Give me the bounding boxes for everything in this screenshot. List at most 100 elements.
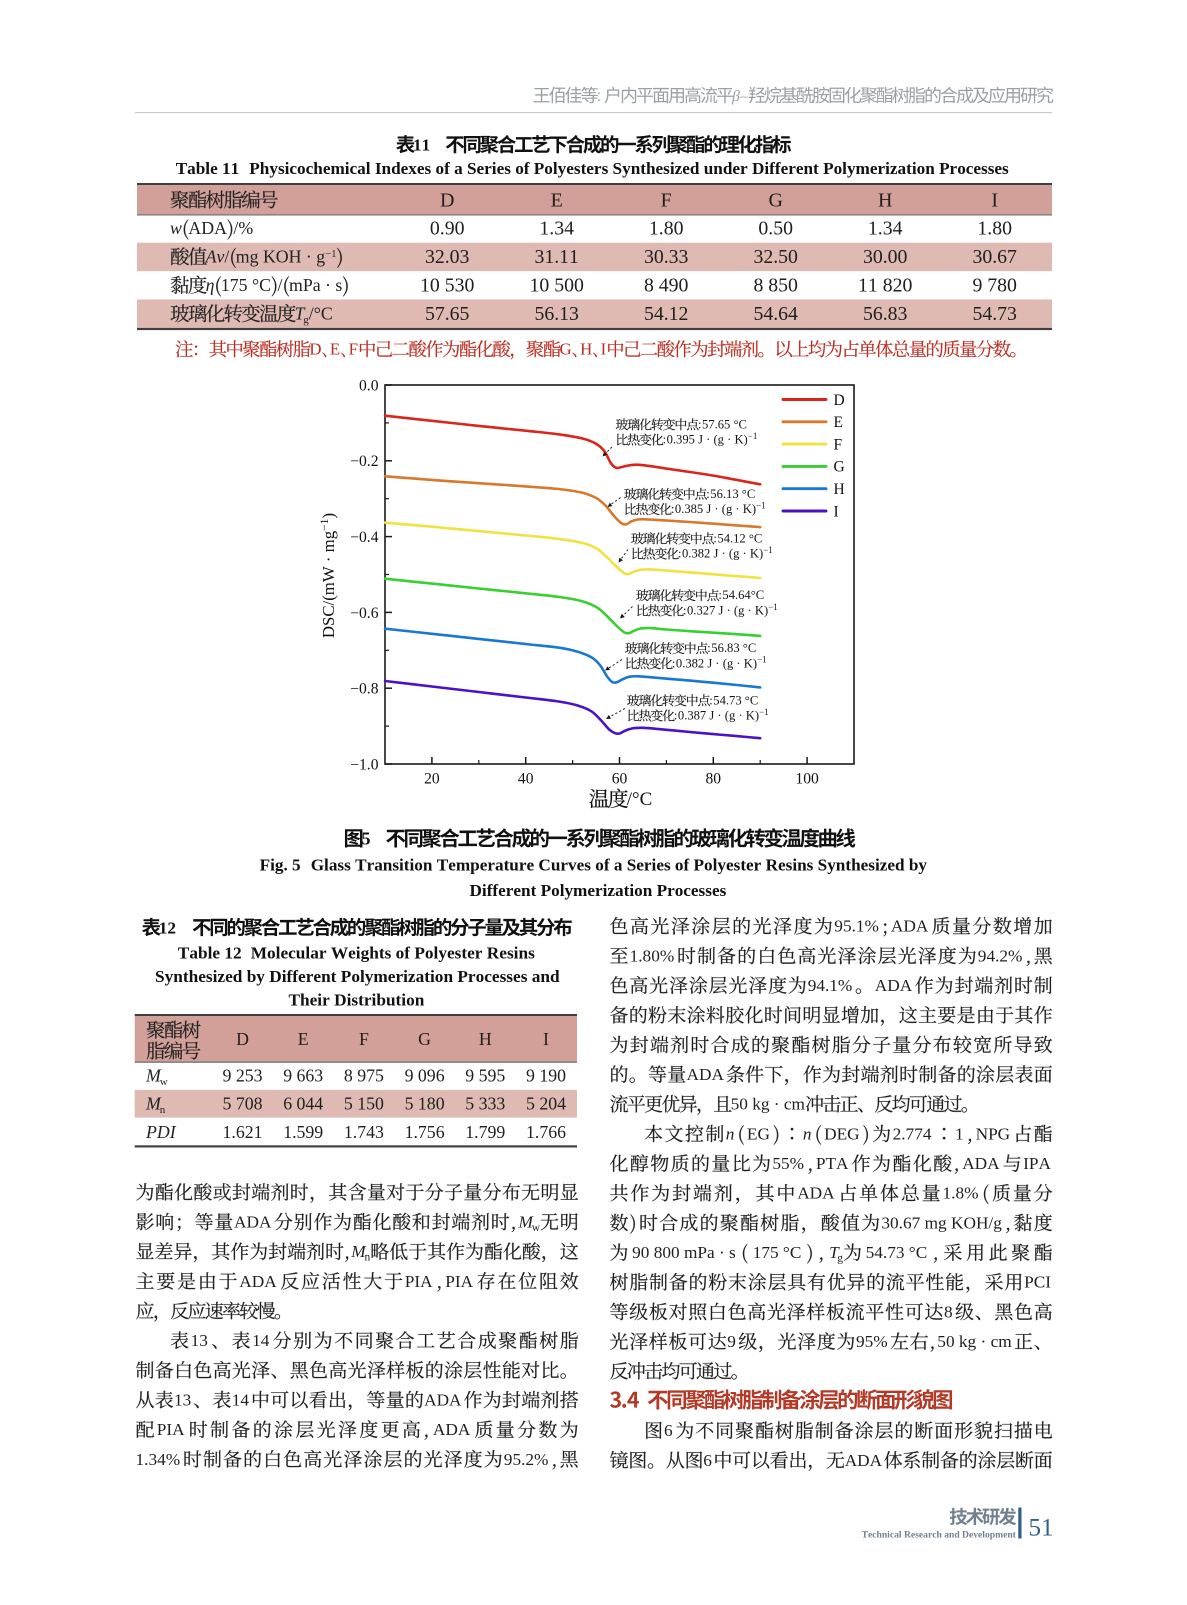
svg-text:Physicochemical Indexes of a S: Physicochemical Indexes of a Series of P… <box>249 159 1009 178</box>
svg-text:1: 1 <box>955 1124 964 1143</box>
svg-text::: : <box>672 656 676 670</box>
svg-text:13: 13 <box>191 1331 208 1350</box>
svg-text:ADA: ADA <box>687 1065 725 1084</box>
svg-text:0.382 J · (g · K): 0.382 J · (g · K) <box>676 656 757 670</box>
svg-text:−1.0: −1.0 <box>350 756 378 773</box>
svg-text:5: 5 <box>362 829 371 849</box>
svg-text:Molecular Weights of Polyester: Molecular Weights of Polyester Resins <box>251 944 535 963</box>
svg-text:E: E <box>298 1029 309 1049</box>
svg-text:E: E <box>330 340 340 359</box>
svg-text::: : <box>707 641 711 655</box>
svg-text:ADA: ADA <box>845 1451 883 1470</box>
svg-text:57.65: 57.65 <box>425 303 470 325</box>
svg-text::: : <box>713 531 717 545</box>
svg-text:n: n <box>803 1124 812 1143</box>
svg-text:5 708: 5 708 <box>222 1093 262 1113</box>
svg-text:9 663: 9 663 <box>283 1066 323 1086</box>
svg-text:g: g <box>837 1253 843 1265</box>
svg-text:8 850: 8 850 <box>753 275 798 297</box>
svg-text:n: n <box>726 1124 735 1143</box>
svg-text:Different Polymerization Proce: Different Polymerization Processes <box>470 881 727 900</box>
svg-text:9 780: 9 780 <box>972 275 1017 297</box>
svg-text:1.743: 1.743 <box>344 1122 384 1142</box>
svg-text:IPA: IPA <box>1023 1154 1051 1173</box>
svg-text:56.83: 56.83 <box>863 303 908 325</box>
svg-text:ADA: ADA <box>239 1272 277 1291</box>
svg-text:9 595: 9 595 <box>465 1066 505 1086</box>
svg-text:PIA: PIA <box>445 1272 473 1291</box>
svg-text:0.90: 0.90 <box>430 218 465 240</box>
svg-text:I: I <box>601 340 607 359</box>
svg-text:I: I <box>834 503 839 520</box>
svg-text:PDI: PDI <box>145 1122 177 1142</box>
svg-text:G: G <box>418 1029 431 1049</box>
svg-text:54.73 °C: 54.73 °C <box>713 693 758 707</box>
svg-text:ADA: ADA <box>962 1154 1000 1173</box>
svg-text:H: H <box>878 190 892 212</box>
svg-text:54.64: 54.64 <box>753 303 798 325</box>
svg-text:H: H <box>834 481 845 498</box>
svg-text:η: η <box>206 275 215 295</box>
svg-text:1.799: 1.799 <box>465 1122 505 1142</box>
svg-text:w: w <box>160 1076 168 1088</box>
svg-text:56.13 °C: 56.13 °C <box>710 487 755 501</box>
svg-text:80: 80 <box>706 771 722 788</box>
svg-text:−0.2: −0.2 <box>350 453 378 470</box>
svg-text:10 530: 10 530 <box>420 275 475 297</box>
svg-text:M: M <box>145 1093 162 1113</box>
svg-text:G: G <box>560 340 572 359</box>
svg-text:10 500: 10 500 <box>529 275 584 297</box>
svg-text:175 °C: 175 °C <box>753 1243 802 1262</box>
svg-text:32.50: 32.50 <box>753 246 798 268</box>
svg-text::: : <box>709 693 713 707</box>
svg-text:ADA: ADA <box>433 1420 471 1439</box>
svg-text:NPG: NPG <box>976 1124 1011 1143</box>
svg-text:ADA: ADA <box>797 1184 835 1203</box>
svg-text:1.756: 1.756 <box>405 1122 445 1142</box>
svg-text:Synthesized by Different Polym: Synthesized by Different Polymerization … <box>155 967 560 986</box>
svg-text:D: D <box>236 1029 249 1049</box>
svg-text:PTA: PTA <box>816 1154 849 1173</box>
svg-text::: : <box>698 417 702 431</box>
svg-text:13: 13 <box>174 1391 191 1410</box>
svg-text:55%: 55% <box>772 1154 804 1173</box>
svg-text:mPa · s: mPa · s <box>289 275 342 295</box>
svg-text:F: F <box>359 1029 369 1049</box>
svg-text:12: 12 <box>159 918 176 937</box>
svg-text:ADA: ADA <box>875 976 913 995</box>
svg-text:1.599: 1.599 <box>283 1122 323 1142</box>
svg-text:w: w <box>532 1222 541 1234</box>
svg-text:G: G <box>768 190 782 212</box>
svg-text:50 kg · cm: 50 kg · cm <box>731 1095 806 1114</box>
svg-text:175 °C: 175 °C <box>221 275 271 295</box>
svg-text:ADA: ADA <box>891 917 929 936</box>
svg-text:5 150: 5 150 <box>344 1093 384 1113</box>
svg-text:M: M <box>145 1066 162 1086</box>
svg-text:PIA: PIA <box>157 1420 185 1439</box>
svg-text:F: F <box>661 190 672 212</box>
svg-text:Their Distribution: Their Distribution <box>289 991 425 1010</box>
svg-text:8 975: 8 975 <box>344 1066 384 1086</box>
svg-text:11 820: 11 820 <box>858 275 913 297</box>
svg-text:54.12 °C: 54.12 °C <box>717 531 762 545</box>
svg-text:1.34: 1.34 <box>539 218 574 240</box>
svg-text:PIA: PIA <box>405 1272 433 1291</box>
svg-text:20: 20 <box>424 771 440 788</box>
svg-text:/: / <box>278 275 283 295</box>
svg-text:9 253: 9 253 <box>222 1066 262 1086</box>
svg-text:/: / <box>224 247 229 267</box>
svg-text:30.00: 30.00 <box>863 246 908 268</box>
svg-text:M: M <box>350 1242 367 1261</box>
svg-text:1.8%: 1.8% <box>943 1184 979 1203</box>
svg-text:−0.6: −0.6 <box>350 605 378 622</box>
svg-text::: : <box>706 487 710 501</box>
svg-text:−0.4: −0.4 <box>350 529 378 546</box>
svg-text:95.1%: 95.1% <box>834 917 879 936</box>
svg-text:56.13: 56.13 <box>534 303 579 325</box>
svg-text:F: F <box>349 340 358 359</box>
svg-text:w: w <box>170 218 182 238</box>
svg-text:Fig. 5: Fig. 5 <box>260 855 301 874</box>
svg-text:0.50: 0.50 <box>758 218 793 240</box>
svg-text:54.64°C: 54.64°C <box>722 588 764 602</box>
svg-text:57.65 °C: 57.65 °C <box>702 417 747 431</box>
